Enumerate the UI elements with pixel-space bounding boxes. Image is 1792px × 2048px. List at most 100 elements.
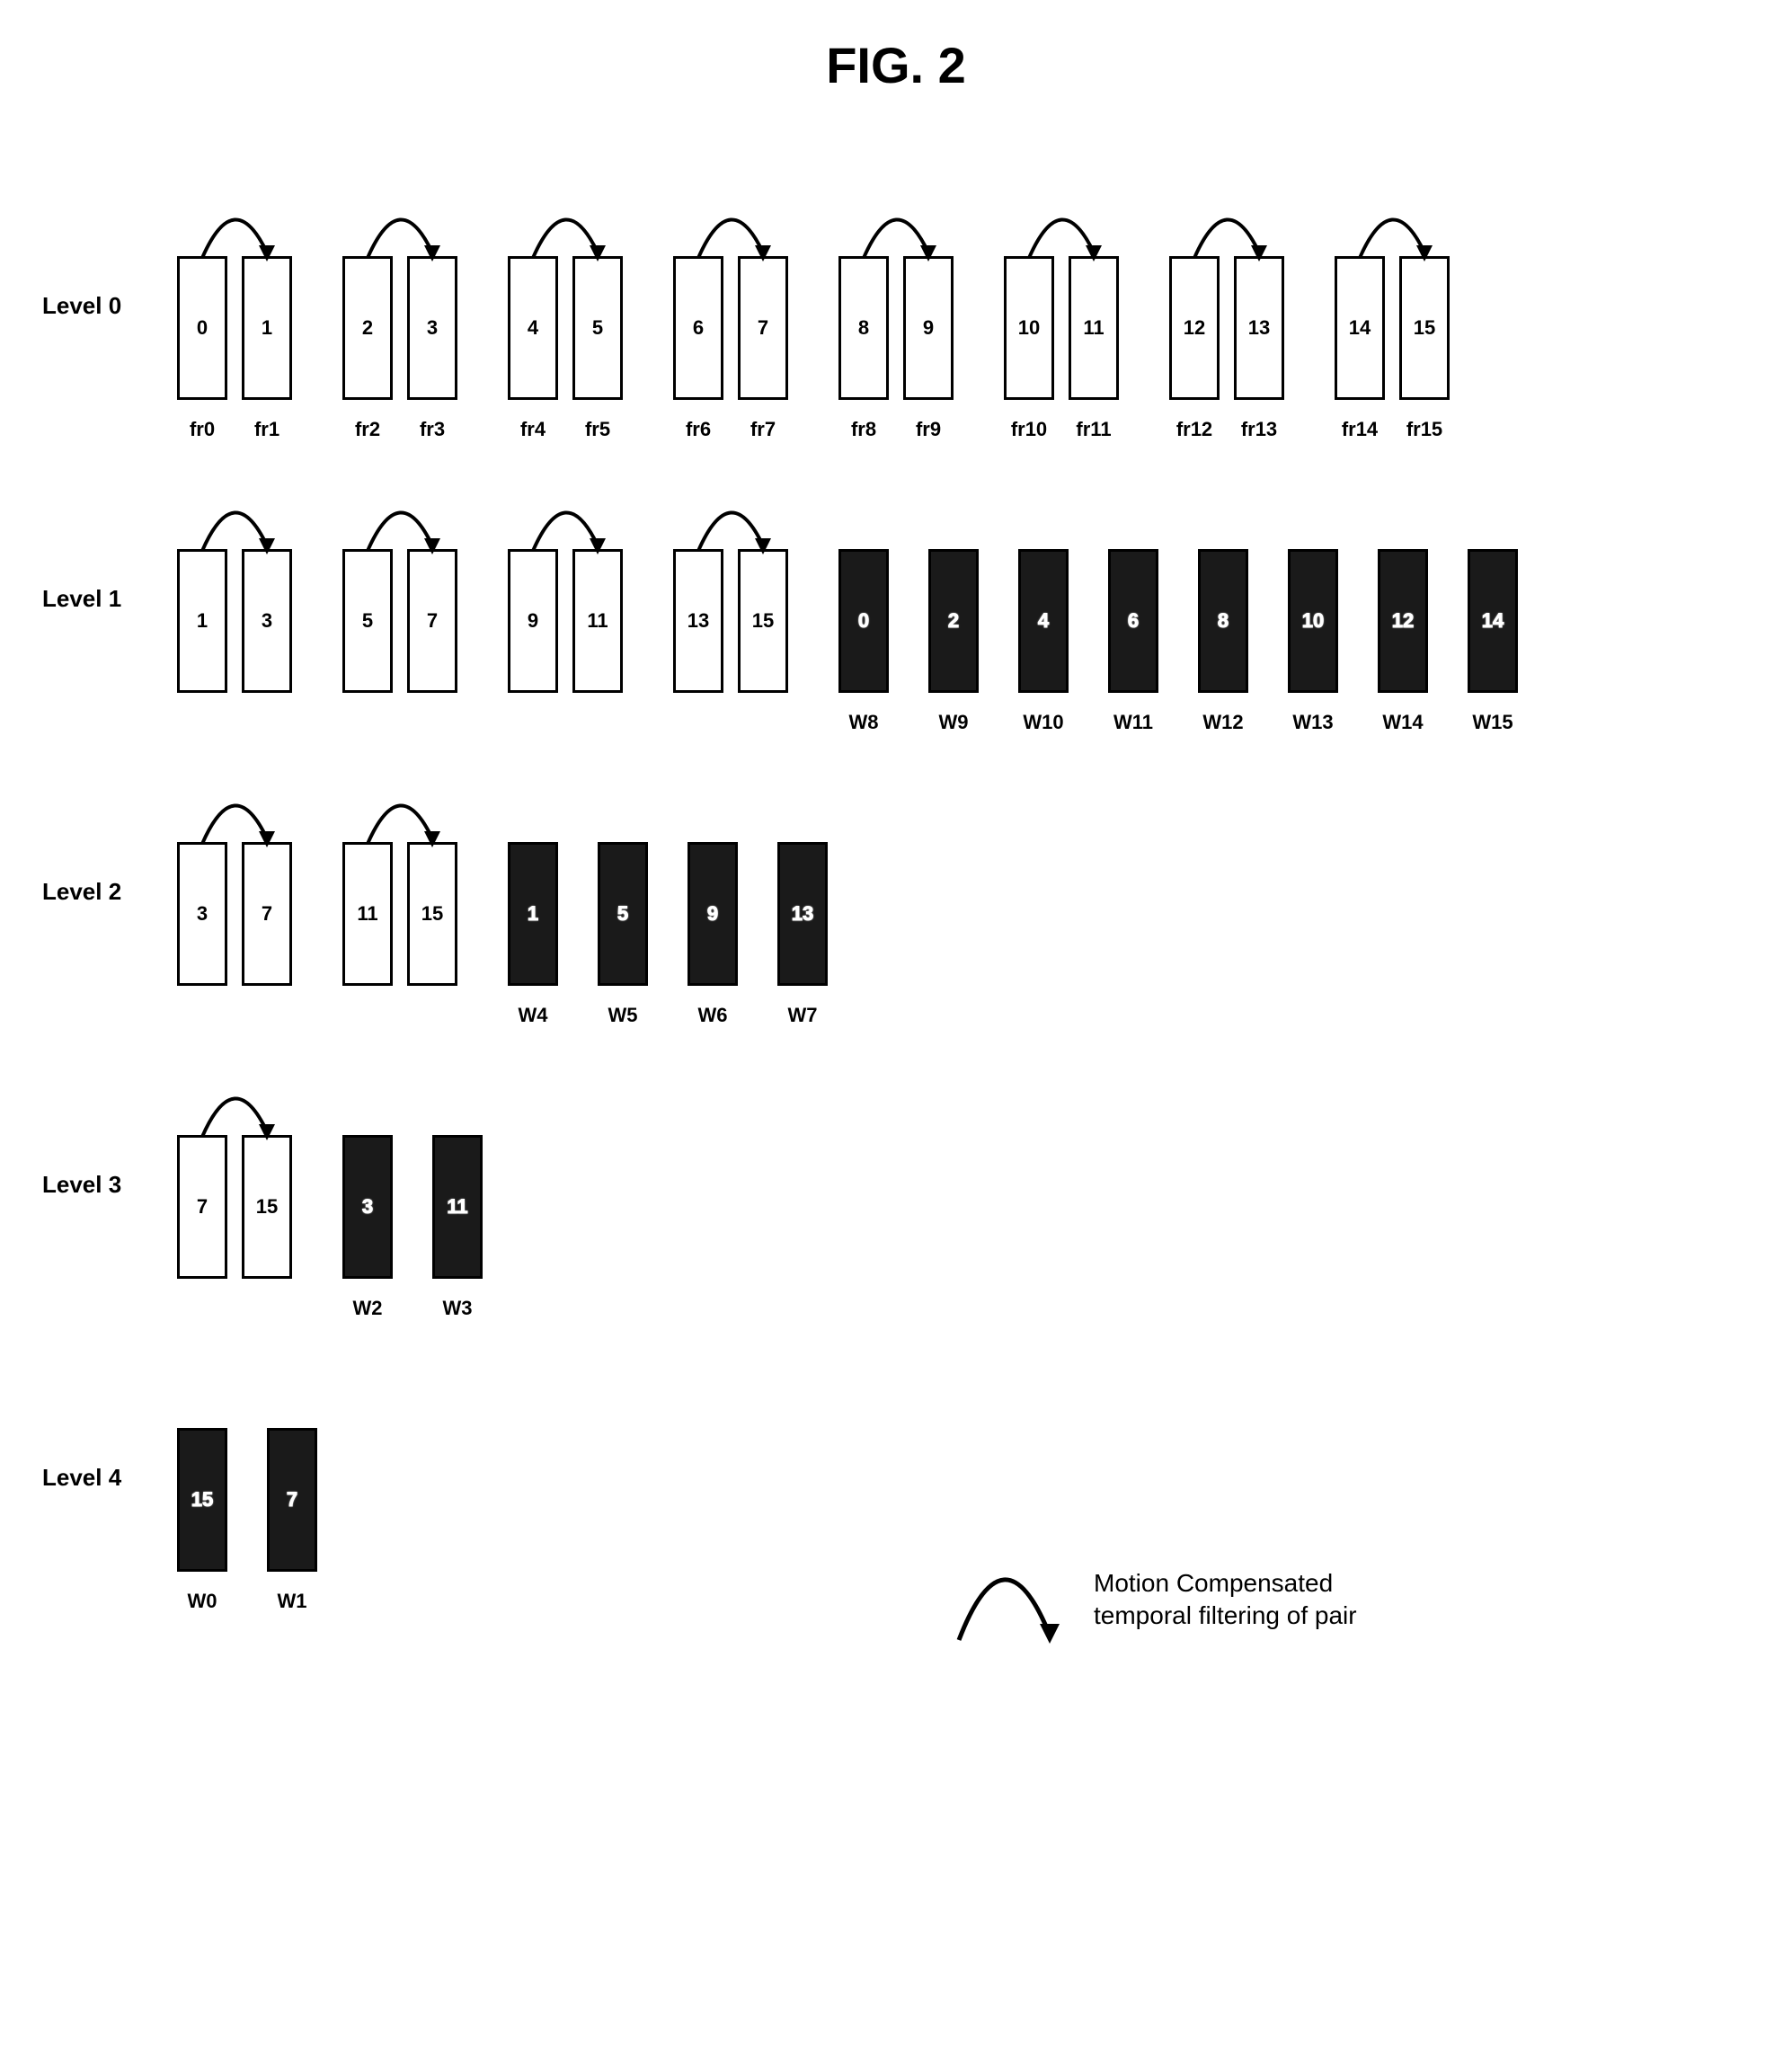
pair-gap — [472, 549, 508, 734]
frame-label: fr12 — [1176, 418, 1212, 441]
frame-group: 7 — [407, 549, 457, 734]
frame-block: 8 — [838, 256, 889, 400]
legend: Motion Compensatedtemporal filtering of … — [941, 1550, 1357, 1649]
frame-block: 5 — [342, 549, 393, 693]
frame-block: 3 — [242, 549, 292, 693]
level-label: Level 1 — [42, 495, 177, 613]
pair-gap — [306, 256, 342, 441]
frame-group-dark: 0 W8 — [838, 549, 889, 734]
frame-group-dark: 2W9 — [928, 549, 979, 734]
pair-gap — [472, 256, 508, 441]
pair-gap — [637, 256, 673, 441]
frame-group-dark: 5W5 — [598, 842, 648, 1027]
wavelet-label: W11 — [1113, 711, 1153, 734]
frame-block: 13 — [1234, 256, 1284, 400]
frame-block: 4 — [508, 256, 558, 400]
frame-label: fr1 — [254, 418, 279, 441]
frame-group-dark: 7W1 — [267, 1428, 317, 1613]
frame-block-dark: 8 — [1198, 549, 1248, 693]
frame-block: 1 — [242, 256, 292, 400]
level-row: Level 1135791113150W82W94W106W118W1210W1… — [42, 495, 1750, 734]
wavelet-label: W12 — [1202, 711, 1243, 734]
frame-block: 10 — [1004, 256, 1054, 400]
frame-group: 15 — [407, 842, 457, 1027]
frames-area: 135791113150W82W94W106W118W1210W1312W141… — [177, 495, 1750, 734]
frame-block-dark: 15 — [177, 1428, 227, 1572]
wavelet-label: W9 — [939, 711, 969, 734]
frame-group: 9 fr9 — [903, 256, 954, 441]
frame-label: fr6 — [686, 418, 711, 441]
frame-group: 6fr6 — [673, 256, 723, 441]
frame-block: 7 — [738, 256, 788, 400]
frame-group: 3 — [242, 549, 292, 734]
frame-group-dark: 14W15 — [1468, 549, 1518, 734]
frame-group-dark: 13W7 — [777, 842, 828, 1027]
frame-block-dark: 11 — [432, 1135, 483, 1279]
frame-label: fr15 — [1406, 418, 1442, 441]
frame-group: 3 — [177, 842, 227, 1027]
pair-gap — [306, 842, 342, 1027]
frame-block: 9 — [903, 256, 954, 400]
frame-block: 7 — [407, 549, 457, 693]
pair-gap — [803, 549, 838, 734]
frame-block-dark: 5 — [598, 842, 648, 986]
level-row: Level 00fr01fr12fr23fr34fr45fr56fr67fr78… — [42, 202, 1750, 441]
frame-block: 11 — [572, 549, 623, 693]
frames-area: 3711151W45W59W613W7 — [177, 788, 1750, 1027]
wavelet-label: W1 — [278, 1590, 307, 1613]
frame-group: 1 fr1 — [242, 256, 292, 441]
frame-label: fr8 — [851, 418, 876, 441]
frame-group-dark: 4W10 — [1018, 549, 1069, 734]
frame-block: 11 — [1069, 256, 1119, 400]
frame-label: fr14 — [1342, 418, 1378, 441]
frame-label: fr9 — [916, 418, 941, 441]
frames-area: 0fr01fr12fr23fr34fr45fr56fr67fr78fr89fr9… — [177, 202, 1750, 441]
frame-block: 15 — [242, 1135, 292, 1279]
wavelet-label: W3 — [443, 1297, 473, 1320]
frame-group: 8 fr8 — [838, 256, 889, 441]
frame-block: 15 — [738, 549, 788, 693]
frame-label: fr5 — [585, 418, 610, 441]
frame-group: 15 — [738, 549, 788, 734]
figure-title: FIG. 2 — [36, 36, 1756, 94]
frames-container: 3711151W45W59W613W7 — [177, 788, 1750, 1027]
legend-text: Motion Compensatedtemporal filtering of … — [1094, 1567, 1357, 1633]
frame-block-dark: 0 — [838, 549, 889, 693]
frame-group: 14fr14 — [1335, 256, 1385, 441]
frame-block: 7 — [242, 842, 292, 986]
wavelet-label: W6 — [698, 1004, 728, 1027]
wavelet-label: W8 — [849, 711, 879, 734]
level-label: Level 4 — [42, 1374, 177, 1492]
level-label: Level 2 — [42, 788, 177, 906]
frame-group: 5fr5 — [572, 256, 623, 441]
frame-group: 11fr11 — [1069, 256, 1119, 441]
frame-group: 13fr13 — [1234, 256, 1284, 441]
frame-group: 1 — [177, 549, 227, 734]
frame-block-dark: 13 — [777, 842, 828, 986]
frame-group: 7 — [177, 1135, 227, 1320]
frame-group: 11 — [342, 842, 393, 1027]
frame-group: 5 — [342, 549, 393, 734]
level-row: Level 415W07W1 — [42, 1374, 1750, 1613]
pair-gap — [1464, 256, 1500, 441]
pair-gap — [306, 549, 342, 734]
pair-gap — [472, 842, 508, 1027]
frame-block: 15 — [407, 842, 457, 986]
frames-container: 7153W211W3 — [177, 1081, 1750, 1320]
frame-label: fr3 — [420, 418, 445, 441]
frame-block: 3 — [407, 256, 457, 400]
pair-gap — [968, 256, 1004, 441]
frames-area: 7153W211W3 — [177, 1081, 1750, 1320]
frame-group: 11 — [572, 549, 623, 734]
frame-group-dark: 6W11 — [1108, 549, 1158, 734]
frame-label: fr10 — [1011, 418, 1047, 441]
pair-gap — [803, 256, 838, 441]
frame-label: fr7 — [750, 418, 776, 441]
level-label: Level 3 — [42, 1081, 177, 1199]
pair-gap — [637, 549, 673, 734]
frame-group: 0fr0 — [177, 256, 227, 441]
frame-group: 3 fr3 — [407, 256, 457, 441]
frame-label: fr4 — [520, 418, 546, 441]
frame-block: 7 — [177, 1135, 227, 1279]
frame-block-dark: 1 — [508, 842, 558, 986]
